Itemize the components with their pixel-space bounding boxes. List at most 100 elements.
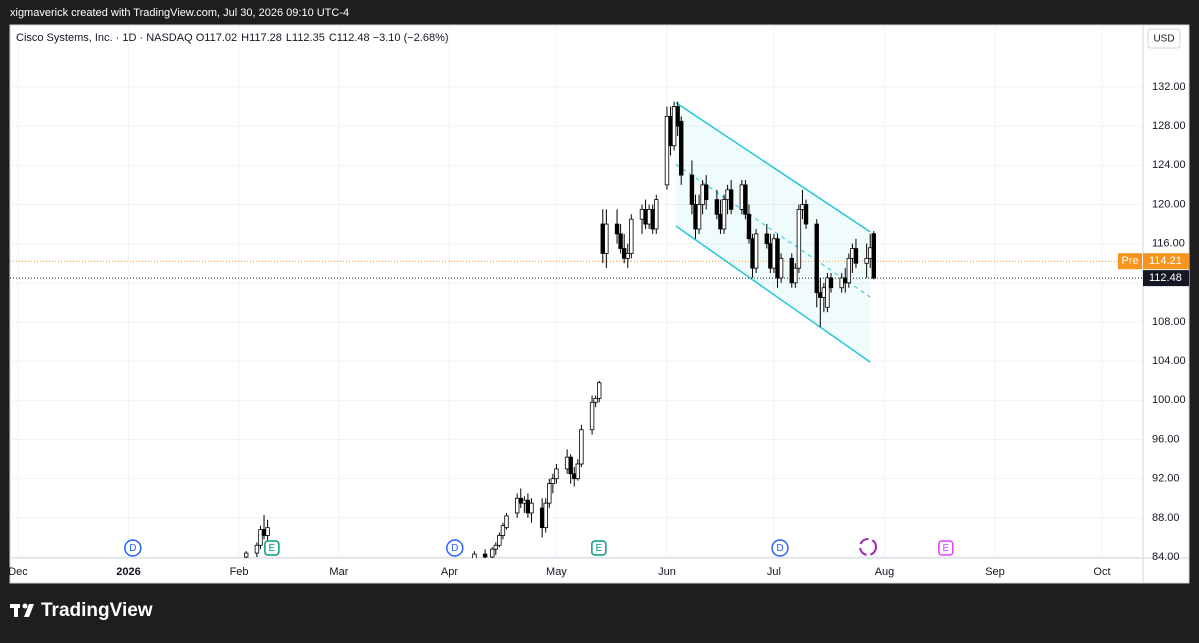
x-tick-label: Dec bbox=[8, 566, 28, 578]
price-label: 114.21 bbox=[1149, 255, 1182, 267]
candle-body bbox=[746, 213, 752, 240]
y-tick-label: 116.00 bbox=[1152, 238, 1185, 250]
candle-body bbox=[821, 287, 827, 298]
chart-frame bbox=[9, 24, 1190, 584]
candle-body bbox=[796, 208, 802, 269]
currency-box[interactable] bbox=[1147, 28, 1181, 49]
candle-body bbox=[618, 233, 623, 249]
candle-body bbox=[771, 238, 777, 269]
candle-body bbox=[843, 277, 848, 284]
candle-body bbox=[600, 223, 605, 254]
event-marker bbox=[124, 539, 142, 557]
candle-body bbox=[597, 382, 602, 399]
candle-body bbox=[864, 257, 869, 264]
candle-body bbox=[575, 463, 581, 480]
candle-body bbox=[243, 552, 249, 558]
candle-body bbox=[700, 184, 705, 205]
candle-body bbox=[793, 267, 798, 284]
currency: USD bbox=[1153, 34, 1174, 45]
candle-body bbox=[721, 199, 727, 230]
candle-body bbox=[789, 257, 794, 284]
y-tick-label: 128.00 bbox=[1152, 120, 1186, 132]
x-tick-label: Mar bbox=[329, 566, 348, 578]
candle-body bbox=[753, 233, 759, 269]
candle-body bbox=[490, 548, 495, 558]
logo-part bbox=[24, 604, 34, 617]
header-text: xigmaverick created with TradingView.com… bbox=[10, 7, 349, 19]
candle-body bbox=[547, 483, 552, 504]
candle-body bbox=[750, 238, 755, 269]
event-marker bbox=[771, 539, 789, 557]
candle-body bbox=[543, 502, 548, 529]
candle-body bbox=[664, 115, 670, 186]
candle-body bbox=[614, 223, 620, 235]
candle-body bbox=[650, 208, 655, 230]
candle-body bbox=[254, 544, 260, 554]
candle-body bbox=[868, 247, 873, 259]
candle-body bbox=[515, 497, 520, 514]
y-tick-label: 96.00 bbox=[1152, 433, 1180, 445]
candle-body bbox=[671, 106, 677, 147]
candle-body bbox=[693, 204, 698, 230]
candle-body bbox=[846, 257, 852, 284]
y-tick-label: 100.00 bbox=[1152, 394, 1186, 406]
candle-body bbox=[629, 218, 634, 254]
candle-body bbox=[803, 204, 809, 225]
ohlc-key: L bbox=[286, 32, 292, 44]
candle-body bbox=[539, 507, 545, 529]
candle-body bbox=[472, 553, 477, 558]
candle-body bbox=[482, 553, 488, 558]
axes: 84.00 88.00 92.00 96.00 100.00 104.00 108.00 11… bbox=[8, 81, 1189, 578]
symbol: Cisco Systems, Inc. · 1D · NASDAQ bbox=[16, 32, 193, 44]
candle-body bbox=[718, 213, 723, 230]
y-tick-label: 84.00 bbox=[1152, 551, 1180, 563]
candle-body bbox=[728, 189, 734, 210]
candle-body bbox=[646, 208, 652, 225]
candle-body bbox=[604, 223, 609, 254]
event-marker bbox=[264, 540, 280, 556]
candle-body bbox=[853, 248, 859, 264]
candle-body bbox=[504, 515, 509, 529]
price-tag: Pre bbox=[1121, 255, 1138, 267]
price-label: 112.48 bbox=[1149, 272, 1182, 284]
ohlc-key: H bbox=[241, 32, 249, 44]
candle-body bbox=[568, 456, 573, 475]
x-tick-label: Oct bbox=[1093, 566, 1110, 578]
candle-body bbox=[703, 184, 709, 200]
candle-body bbox=[775, 238, 780, 279]
legend: Cisco Systems, Inc. · 1D · NASDAQ O117.0… bbox=[16, 32, 449, 44]
candle-body bbox=[725, 189, 730, 200]
grid bbox=[10, 25, 1143, 558]
price-label-box bbox=[1143, 253, 1189, 270]
candle-body bbox=[493, 544, 499, 550]
candle-body bbox=[550, 478, 556, 484]
x-tick-label: 2026 bbox=[116, 566, 140, 578]
candle-body bbox=[497, 535, 502, 546]
event-label: D bbox=[129, 543, 136, 554]
candle-body bbox=[522, 499, 527, 504]
channel-line bbox=[675, 102, 871, 233]
candle-body bbox=[554, 468, 559, 480]
candle-body bbox=[814, 223, 819, 294]
ohlc: O117.02 H117.28 L112.35 C112.48 bbox=[196, 32, 370, 44]
y-tick-label: 108.00 bbox=[1152, 316, 1186, 328]
event-icon[interactable] bbox=[859, 538, 877, 556]
candle-body bbox=[689, 174, 695, 205]
candle-body bbox=[696, 204, 702, 230]
candle-body bbox=[839, 277, 844, 289]
candle-body bbox=[500, 525, 506, 536]
candle-body bbox=[572, 473, 577, 480]
candle-body bbox=[564, 456, 570, 470]
ohlc-key: C bbox=[329, 32, 337, 44]
candle-body bbox=[258, 529, 263, 546]
candle-body bbox=[778, 257, 784, 279]
candle-body bbox=[529, 502, 534, 514]
candle-body bbox=[818, 292, 823, 298]
event-label: E bbox=[942, 543, 949, 554]
event-marker bbox=[938, 540, 954, 556]
y-tick-label: 132.00 bbox=[1152, 81, 1186, 93]
x-tick-label: May bbox=[546, 566, 567, 578]
channel-line bbox=[675, 225, 871, 363]
